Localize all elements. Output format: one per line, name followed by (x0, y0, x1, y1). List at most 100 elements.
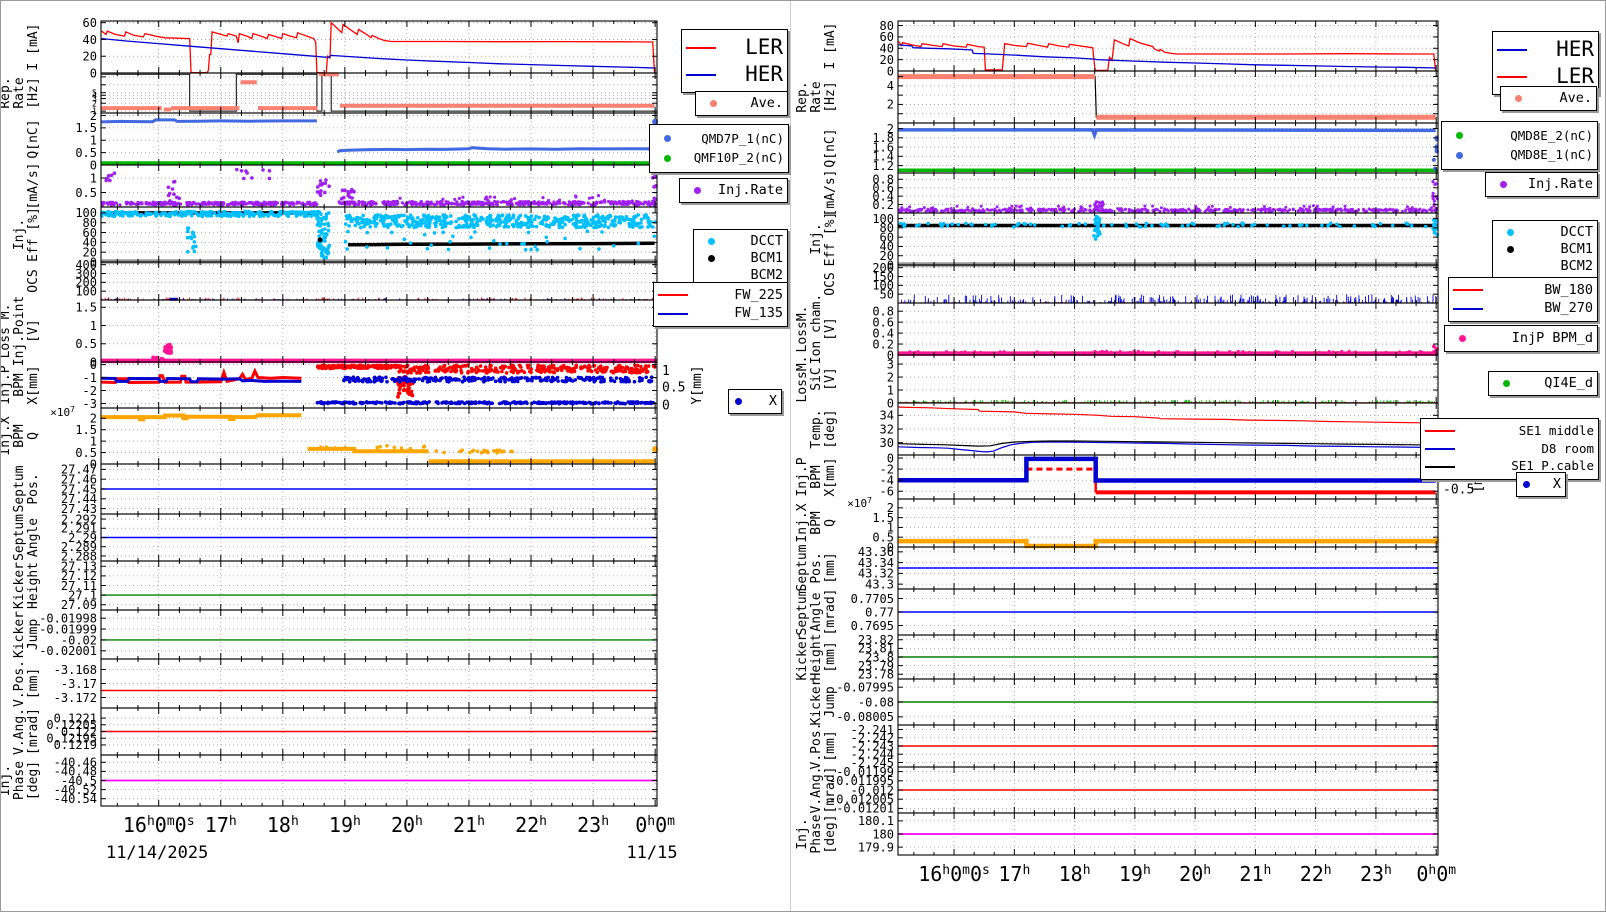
svg-text:[deg]: [deg] (26, 761, 41, 800)
svg-text:80: 80 (83, 216, 97, 230)
svg-text:20h: 20h (391, 813, 423, 837)
svg-text:60: 60 (83, 226, 97, 240)
svg-text:100: 100 (75, 206, 97, 220)
svg-text:20: 20 (83, 50, 97, 64)
svg-text:11/15: 11/15 (626, 843, 677, 863)
svg-text:2.292: 2.292 (61, 512, 97, 526)
x-dot-marker-icon (735, 398, 742, 405)
svg-text:1: 1 (90, 171, 97, 185)
legend-label: X (1552, 475, 1561, 492)
legend-item: BCM1 (1497, 240, 1593, 257)
legend-item: BCM2 (1497, 257, 1593, 274)
svg-text:0: 0 (90, 66, 97, 80)
svg-text:22h: 22h (515, 813, 547, 837)
svg-text:-3.172: -3.172 (54, 691, 97, 705)
dcct-dot-marker-icon (1507, 228, 1514, 236)
svg-text:0.5: 0.5 (75, 337, 97, 351)
legend-qi4e-right: QI4E_d (1488, 371, 1598, 396)
legend-charge-left: QMD7P_1(nC) QMF10P_2(nC) (649, 124, 789, 173)
se1-middle-line-marker-icon (1425, 430, 1455, 433)
legend-item: SE1 P.cable (1425, 460, 1594, 473)
svg-text:-3: -3 (83, 397, 97, 411)
svg-text:1.5: 1.5 (75, 121, 97, 135)
svg-text:2: 2 (92, 99, 97, 109)
dcct-dot-marker-icon (708, 237, 715, 245)
svg-text:[mA/s]: [mA/s] (26, 163, 41, 210)
ler-line-marker-icon (1497, 75, 1527, 78)
injrate-dot-marker-icon (1500, 181, 1507, 188)
svg-text:1: 1 (92, 107, 97, 117)
svg-text:Phase: Phase (12, 761, 27, 800)
svg-text:40: 40 (83, 236, 97, 250)
svg-text:16h0m0s: 16h0m0s (123, 813, 195, 837)
legend-label: BCM2 (1560, 257, 1593, 274)
svg-text:40: 40 (83, 33, 97, 47)
svg-text:[mm]: [mm] (26, 668, 41, 699)
svg-text:0.1221: 0.1221 (54, 711, 97, 725)
svg-text:×107: ×107 (50, 405, 75, 419)
svg-text:-1: -1 (83, 371, 97, 385)
svg-text:Height: Height (26, 562, 41, 609)
svg-text:X[mm]: X[mm] (26, 365, 41, 404)
legend-item: HER (686, 64, 783, 85)
svg-text:0h0m: 0h0m (635, 813, 675, 837)
legend-charge-right: QMD8E_2(nC) QMD8E_1(nC) (1441, 121, 1598, 170)
legend-eff-left: DCCT BCM1 BCM2 (693, 229, 788, 288)
svg-text:Y[mm]: Y[mm] (690, 365, 705, 404)
legend-injp-bpm-right: InjP BPM_d (1444, 325, 1598, 352)
svg-text:0.5: 0.5 (75, 186, 97, 200)
svg-text:0.5: 0.5 (662, 380, 685, 395)
legend-item: BW_270 (1453, 301, 1593, 316)
svg-text:1: 1 (90, 319, 97, 333)
svg-text:20: 20 (83, 245, 97, 259)
svg-text:Rep.: Rep. (795, 81, 810, 112)
svg-text:23h: 23h (577, 813, 609, 837)
legend-eff-right: DCCT BCM1 BCM2 (1492, 220, 1598, 279)
legend-item: BW_180 (1453, 283, 1593, 298)
her-line-marker-icon (1497, 48, 1527, 51)
d8-room-line-marker-icon (1425, 448, 1455, 450)
fw135-line-marker-icon (658, 312, 688, 315)
legend-item: FW_135 (658, 304, 783, 321)
svg-text:0.5: 0.5 (75, 146, 97, 160)
svg-text:Pos.: Pos. (26, 473, 41, 504)
svg-text:1.5: 1.5 (75, 301, 97, 315)
svg-text:4: 4 (887, 79, 894, 93)
qmd8e2-dot-marker-icon (1456, 132, 1463, 140)
ave-dot-marker-icon (1515, 95, 1522, 102)
bcm1-dot-marker-icon (1507, 246, 1514, 253)
svg-text:2: 2 (90, 412, 97, 426)
legend-fw-left: FW_225 FW_135 (653, 282, 788, 327)
legend-label: QMD8E_2(nC) (1510, 127, 1593, 143)
legend-label: QMD8E_1(nC) (1510, 146, 1593, 162)
legend-label: LER (745, 35, 783, 59)
svg-text:-40.54: -40.54 (54, 792, 97, 806)
svg-text:0: 0 (90, 158, 97, 172)
legend-item: D8 room (1425, 440, 1594, 456)
legend-beam-right: HER LER (1492, 31, 1599, 95)
qmf10p-dot-marker-icon (664, 154, 671, 162)
legend-label: D8 room (1541, 440, 1594, 456)
legend-label: HER (745, 62, 783, 86)
svg-text:Septum: Septum (12, 465, 27, 512)
legend-label: SE1 P.cable (1511, 458, 1594, 474)
legend-label: HER (1556, 37, 1594, 61)
legend-item: QMD7P_1(nC) (654, 132, 784, 146)
svg-text:Q: Q (26, 432, 41, 440)
legend-item: Ave. (1505, 91, 1592, 106)
legend-item: SE1 middle (1425, 425, 1594, 438)
svg-text:Kicker: Kicker (12, 562, 27, 609)
legend-label: SE1 middle (1518, 423, 1594, 439)
fw225-line-marker-icon (658, 294, 688, 297)
svg-text:0: 0 (90, 355, 97, 369)
legend-item: X (1521, 475, 1561, 492)
legend-item: LER (1497, 66, 1594, 87)
legend-item: DCCT (1497, 223, 1593, 240)
svg-text:[mrad]: [mrad] (26, 708, 41, 755)
legend-item: Inj.Rate (1490, 177, 1593, 192)
legend-label: FW_135 (734, 304, 783, 321)
legend-label: DCCT (1560, 223, 1593, 240)
legend-label: BCM1 (1560, 240, 1593, 257)
svg-text:0: 0 (90, 358, 97, 372)
